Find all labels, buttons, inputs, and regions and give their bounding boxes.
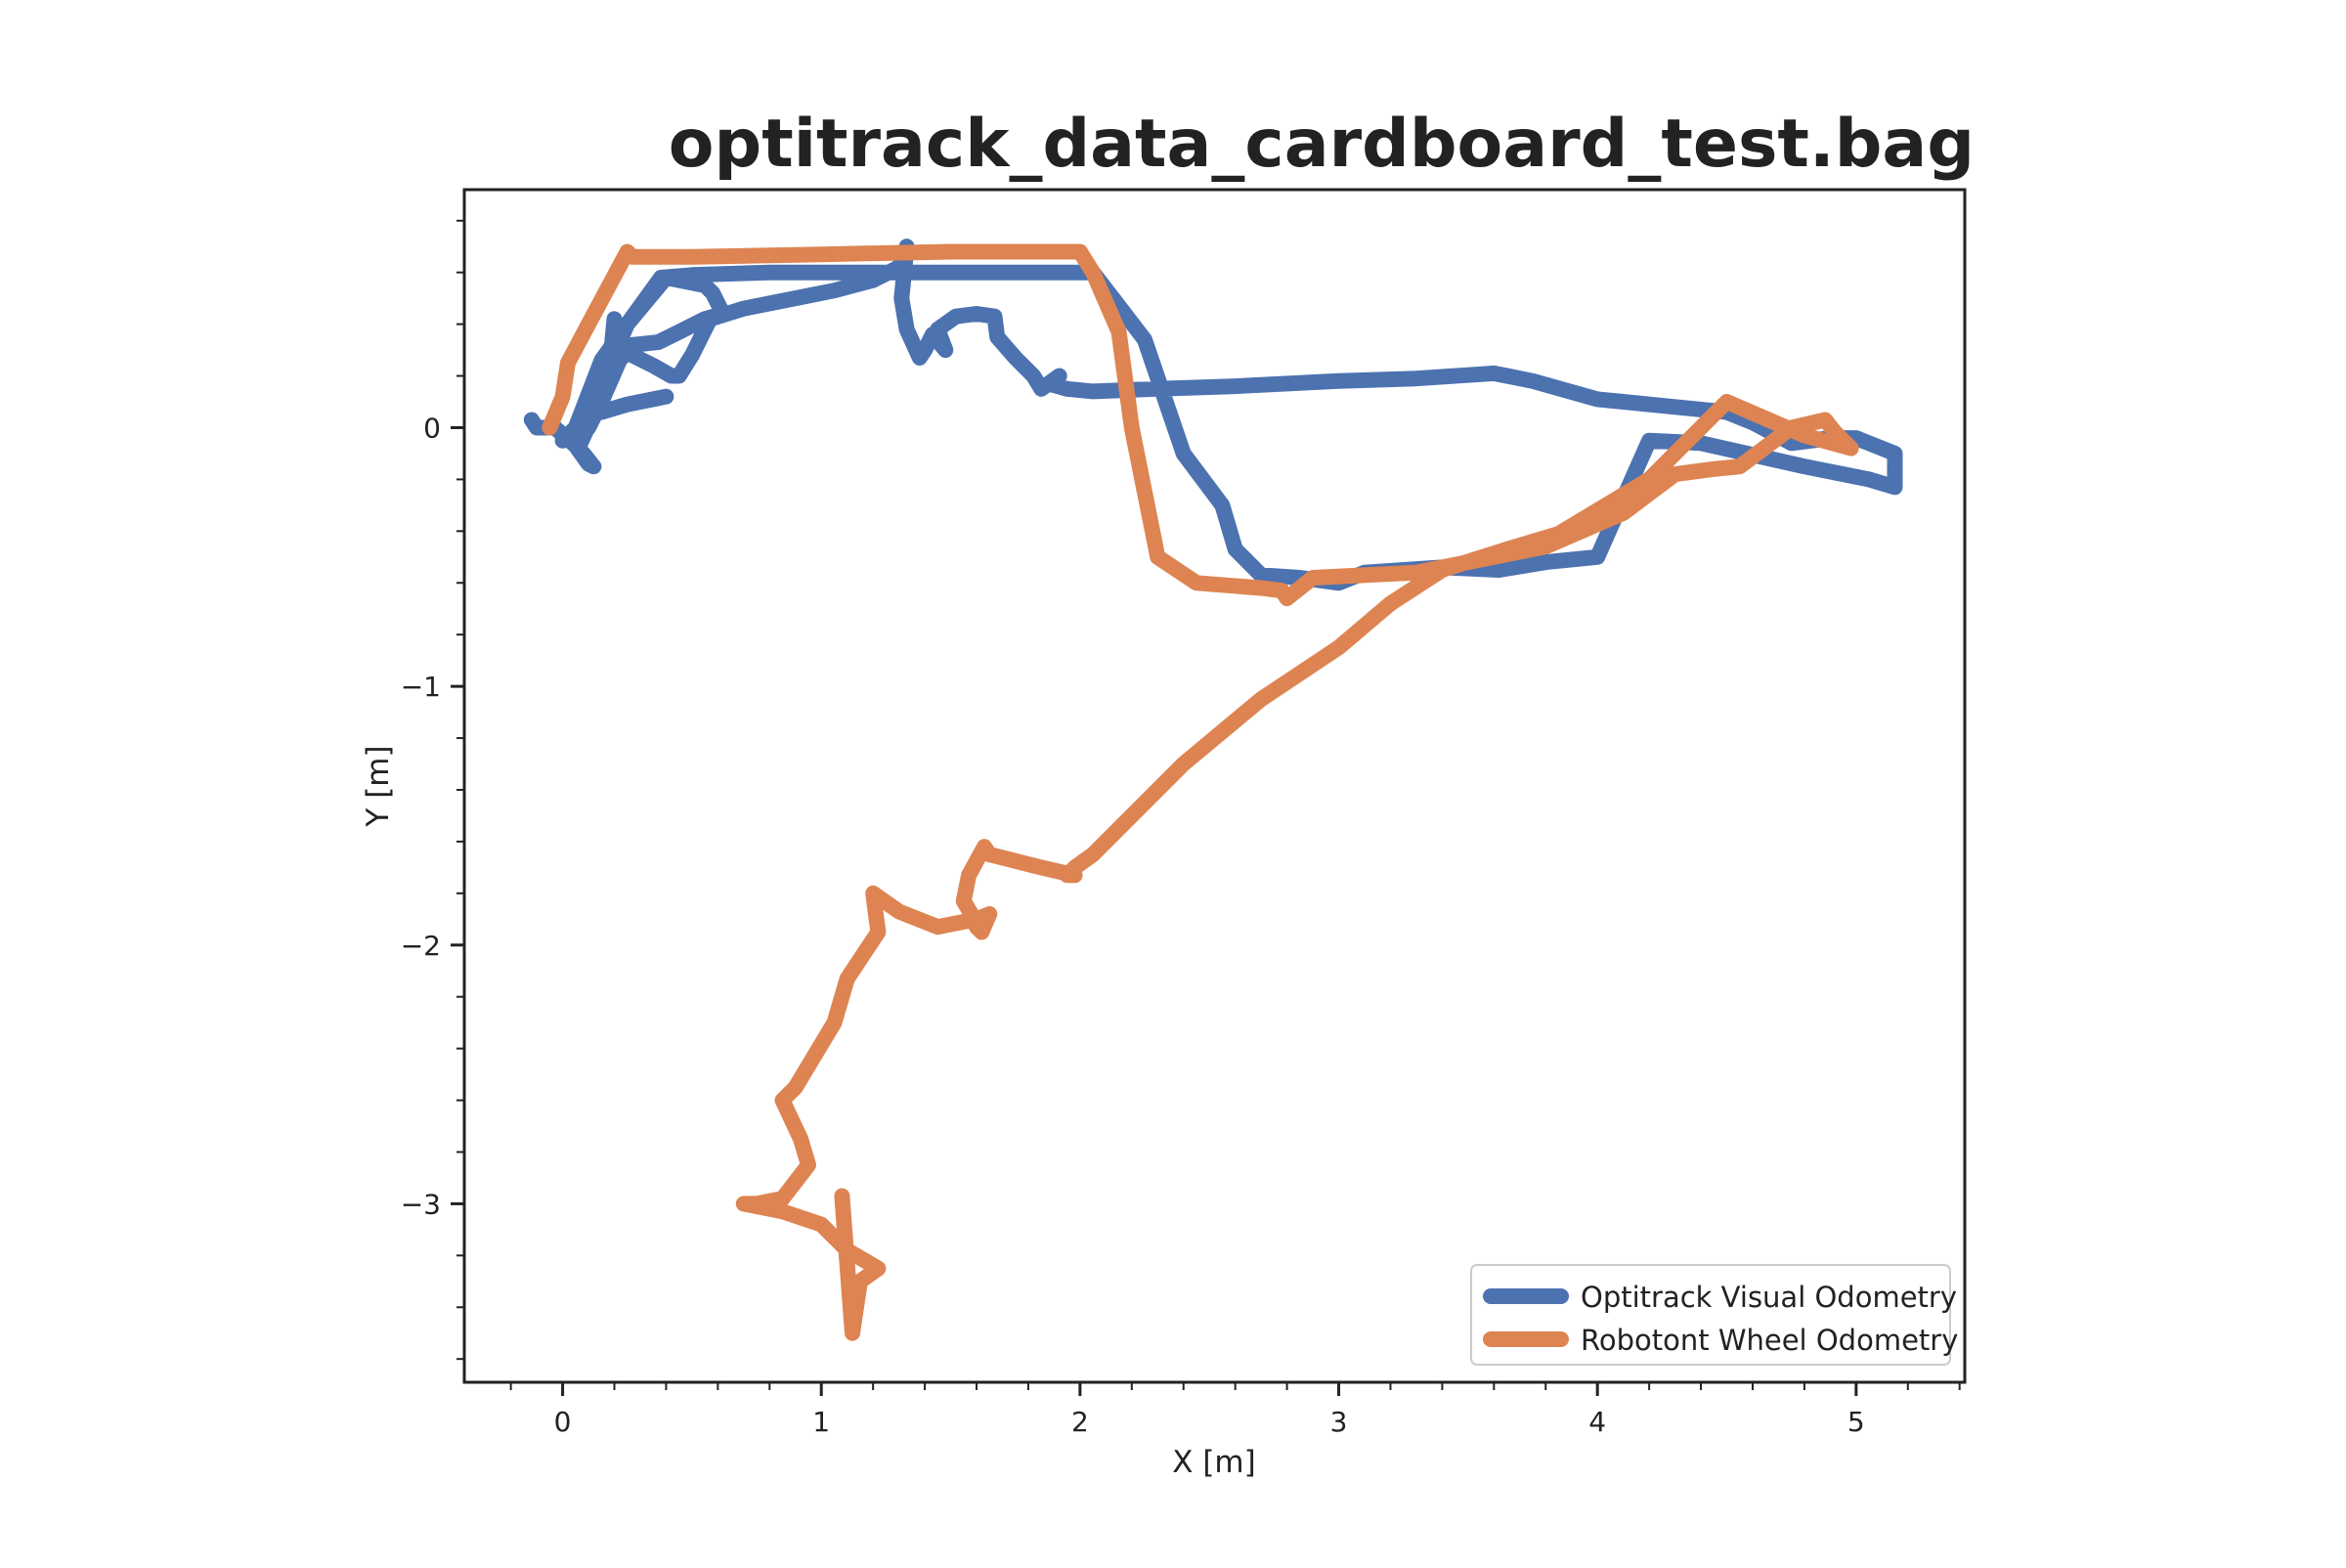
y-tick-label: 0 xyxy=(423,412,441,444)
x-axis-ticks: 0 1 2 3 4 5 xyxy=(509,1382,1961,1438)
y-tick-label: −2 xyxy=(401,930,441,962)
y-axis-label: Y [m] xyxy=(361,745,396,827)
x-tick-label: 0 xyxy=(554,1406,572,1438)
series-layer xyxy=(523,239,1903,1341)
axes-frame xyxy=(462,188,1967,1384)
y-axis-ticks: 0 −1 −2 −3 xyxy=(401,219,464,1361)
x-tick-label: 4 xyxy=(1588,1406,1606,1438)
chart-title: optitrack_data_cardboard_test.bag xyxy=(668,106,1975,183)
legend-label-optitrack: Optitrack Visual Odometry xyxy=(1581,1281,1957,1314)
y-tick-label: −3 xyxy=(401,1188,441,1220)
legend-frame xyxy=(1470,1264,1951,1366)
series-line-1 xyxy=(542,243,1859,1341)
x-tick-label: 3 xyxy=(1330,1406,1348,1438)
x-tick-label: 1 xyxy=(812,1406,830,1438)
series-line-0 xyxy=(523,239,1903,591)
x-tick-label: 5 xyxy=(1847,1406,1865,1438)
y-tick-label: −1 xyxy=(401,671,441,703)
legend: Optitrack Visual Odometry Robotont Wheel… xyxy=(1470,1264,1958,1366)
x-tick-label: 2 xyxy=(1071,1406,1089,1438)
x-axis-label: X [m] xyxy=(1172,1445,1255,1480)
legend-label-robotont: Robotont Wheel Odometry xyxy=(1581,1324,1958,1357)
